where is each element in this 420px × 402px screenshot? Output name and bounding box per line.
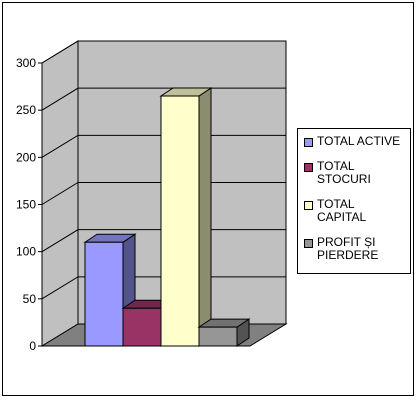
legend-swatch (304, 239, 313, 248)
chart-frame: 0 50 100 150 200 250 300 TOTAL ACTIVE TOTAL ST… (2, 2, 414, 396)
gridline (41, 40, 286, 64)
y-tick-label: 100 (16, 245, 36, 259)
legend-label: PROFIT ȘI PIERDERE (317, 235, 379, 262)
legend-label: TOTAL STOCURI (317, 159, 371, 186)
legend-item-total-stocuri: TOTAL STOCURI (304, 160, 406, 186)
chart-plot: 0 50 100 150 200 250 300 (16, 40, 288, 353)
y-tick-label: 0 (29, 339, 36, 353)
legend-swatch (304, 163, 313, 172)
legend-swatch (304, 201, 313, 210)
y-tick-label: 150 (16, 198, 36, 212)
bar (198, 326, 238, 347)
gridline (41, 182, 286, 205)
legend-swatch (304, 138, 313, 147)
gridline (41, 276, 286, 300)
y-tick-label: 250 (16, 103, 36, 117)
y-tick-label: 50 (23, 292, 37, 306)
bar (84, 241, 124, 347)
legend-item-profit-pierdere: PROFIT ȘI PIERDERE (304, 236, 406, 262)
bar (160, 95, 200, 347)
legend-item-total-active: TOTAL ACTIVE (304, 135, 406, 148)
gridline (41, 229, 286, 253)
legend: TOTAL ACTIVE TOTAL STOCURI TOTAL CAPITAL… (297, 128, 411, 274)
legend-label: TOTAL ACTIVE (317, 134, 401, 148)
bar (122, 307, 162, 347)
gridline (41, 134, 286, 158)
legend-label: TOTAL CAPITAL (317, 197, 367, 224)
y-tick-label: 200 (16, 150, 36, 164)
bar-side (198, 87, 212, 347)
gridline (41, 87, 286, 111)
legend-item-total-capital: TOTAL CAPITAL (304, 198, 406, 224)
y-tick-label: 300 (16, 56, 36, 70)
